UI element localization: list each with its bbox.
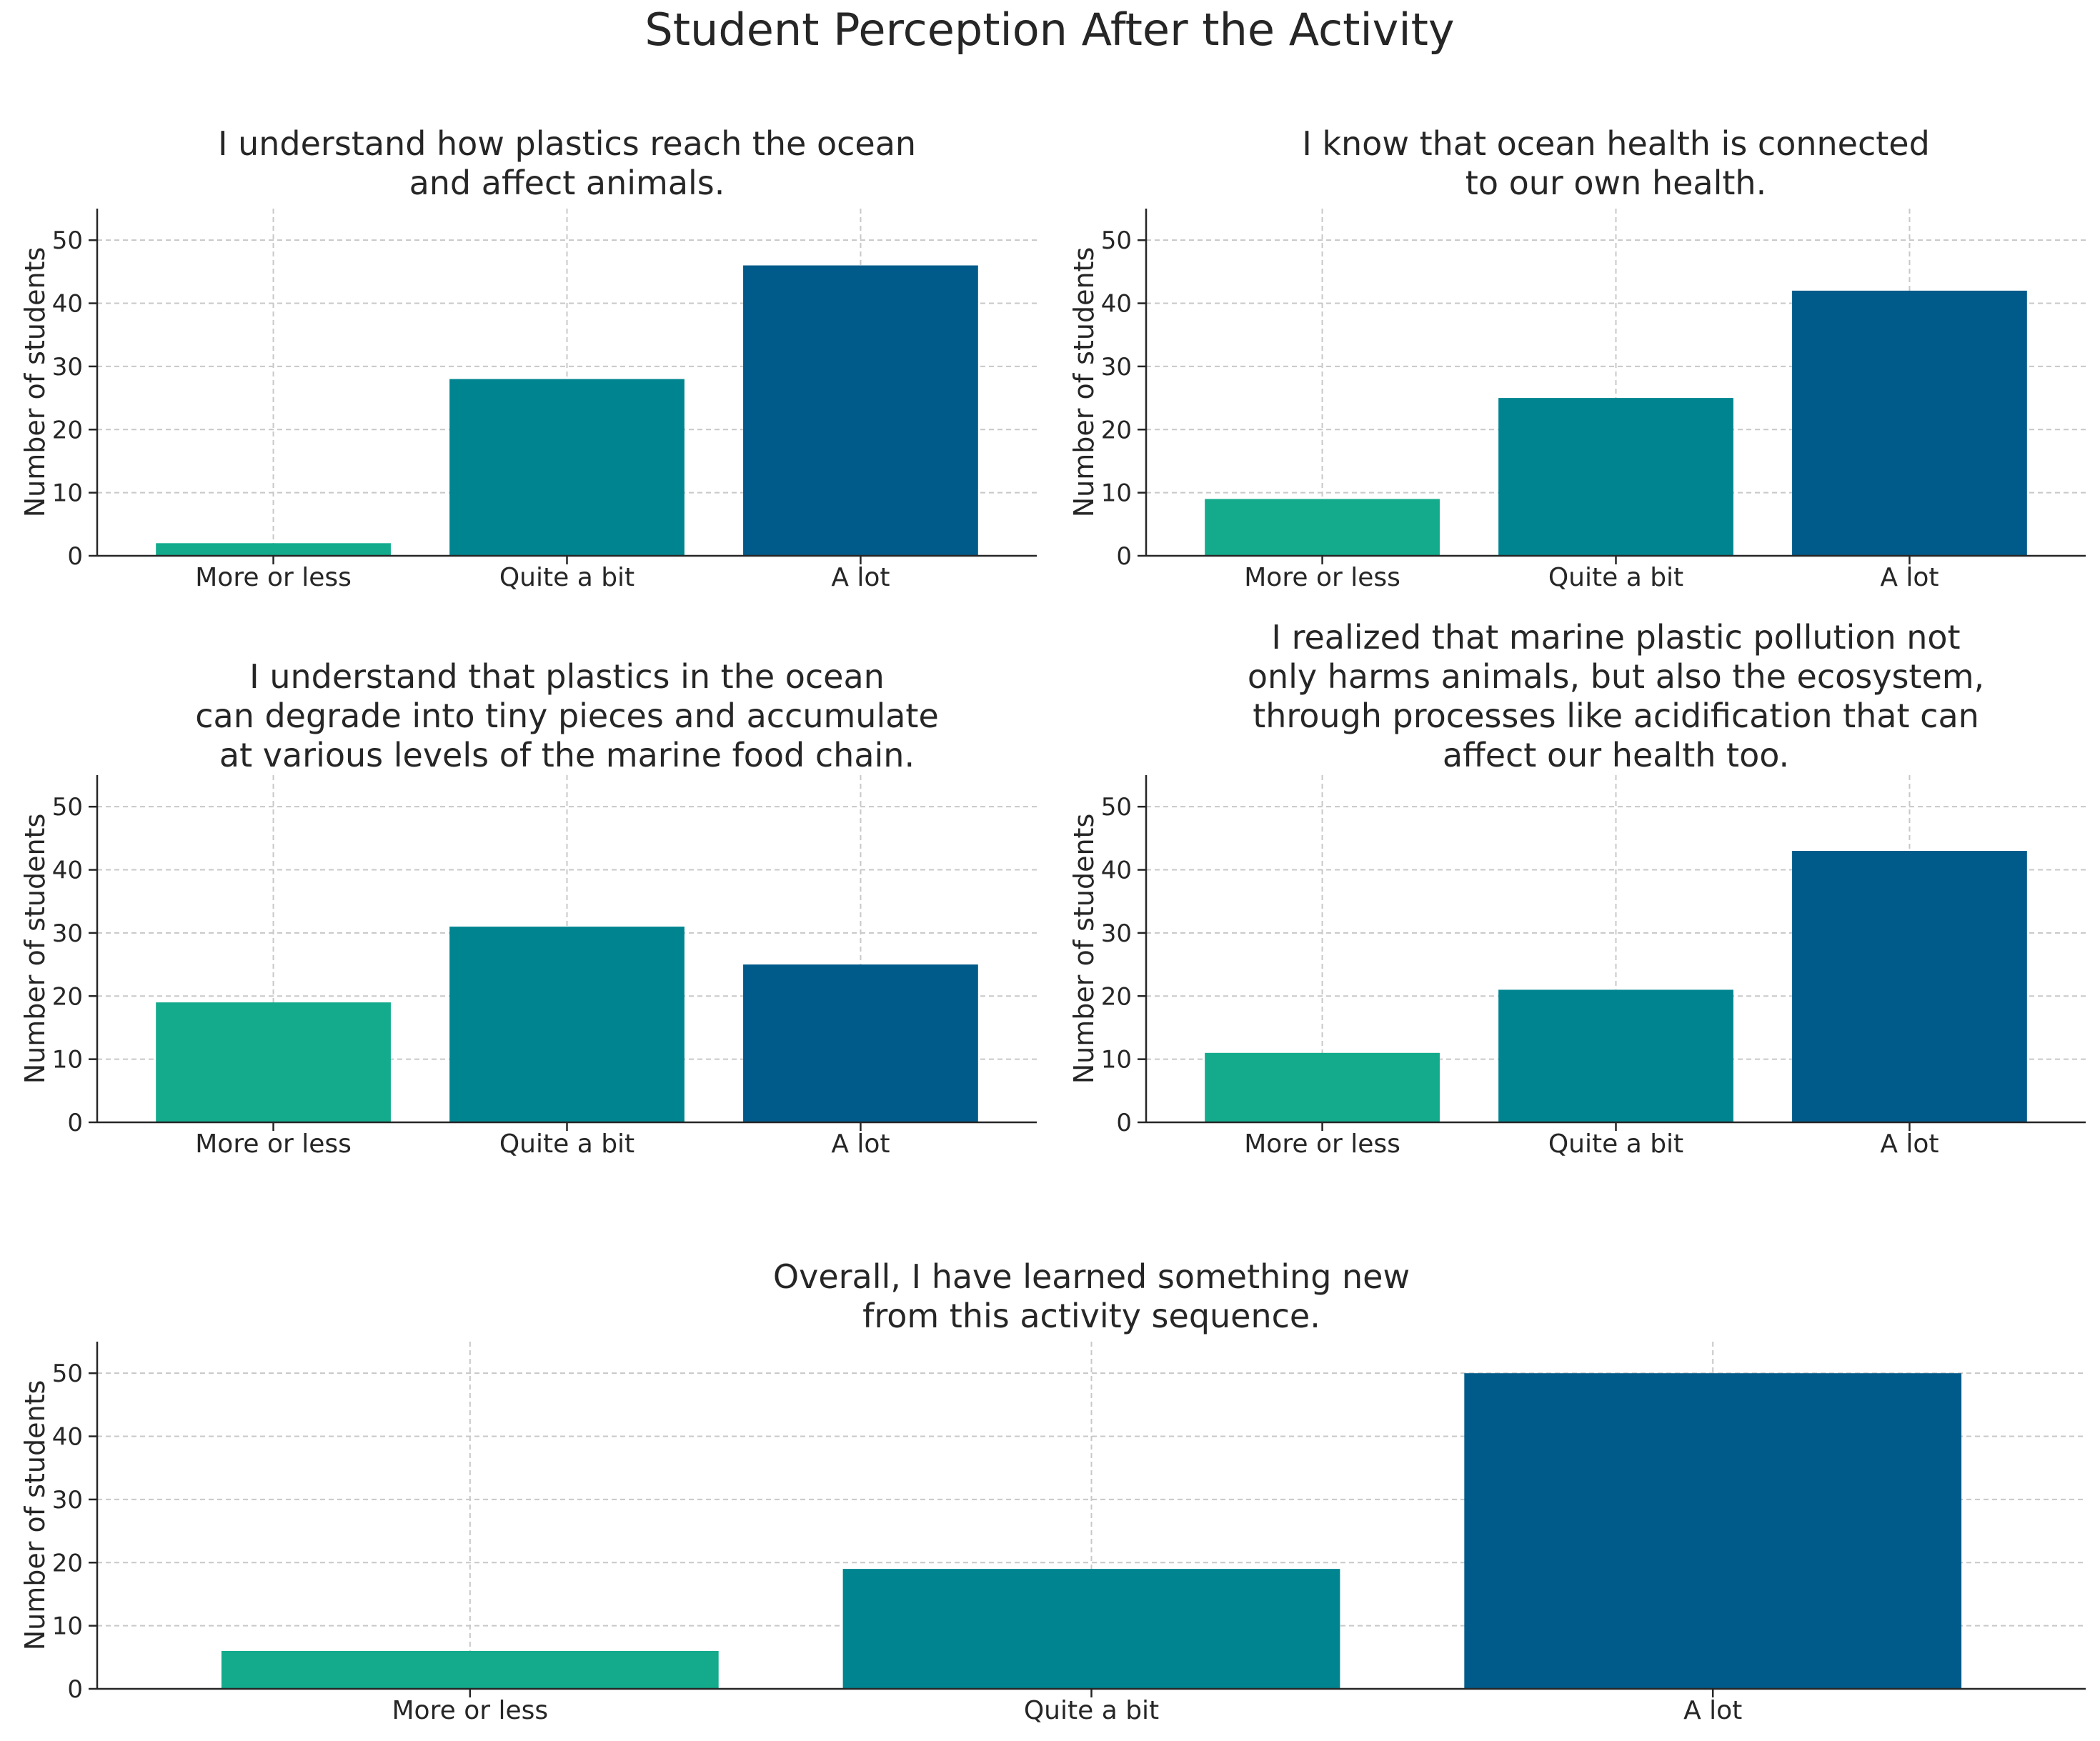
x-tick-label: A lot — [1683, 1696, 1742, 1725]
y-tick-label: 50 — [1101, 793, 1132, 822]
x-tick-label: A lot — [1880, 1129, 1939, 1159]
x-tick-label: More or less — [1244, 1129, 1400, 1159]
x-tick-label: Quite a bit — [1024, 1696, 1159, 1725]
y-tick-label: 10 — [1101, 1046, 1132, 1074]
chart-panel-3: 0 10 20 30 40 50 More or less Quite a bit A lot N… — [19, 657, 1037, 1159]
y-tick-label: 50 — [52, 793, 83, 822]
bar-a-lot — [1792, 851, 2027, 1122]
chart-title-line: at various levels of the marine food cha… — [219, 736, 915, 774]
chart-title-line: I understand that plastics in the ocean — [249, 657, 885, 696]
bar-more-or-less — [1205, 499, 1440, 556]
chart-title-line: I realized that marine plastic pollution… — [1271, 618, 1960, 657]
y-tick-label: 0 — [67, 1675, 83, 1704]
x-tick-label: Quite a bit — [1548, 563, 1683, 592]
x-tick-label: Quite a bit — [499, 1129, 635, 1159]
y-tick-label: 30 — [1101, 353, 1132, 381]
y-axis-label: Number of students — [19, 247, 51, 518]
y-tick-label: 10 — [52, 479, 83, 508]
charts: 0 10 20 30 40 50 More or less Quite a bit A lot N… — [19, 124, 2086, 1725]
y-tick-label: 20 — [52, 416, 83, 444]
y-tick-label: 50 — [52, 1360, 83, 1388]
bar-quite-a-bit — [1498, 989, 1733, 1122]
y-tick-label: 20 — [1101, 416, 1132, 444]
x-tick-label: More or less — [195, 1129, 352, 1159]
chart-title-line: through processes like acidification tha… — [1253, 697, 1979, 735]
x-tick-label: A lot — [831, 563, 890, 592]
x-tick-label: Quite a bit — [499, 563, 635, 592]
x-tick-label: A lot — [831, 1129, 890, 1159]
y-tick-label: 50 — [52, 226, 83, 255]
y-axis-label: Number of students — [1068, 814, 1100, 1084]
bar-quite-a-bit — [449, 927, 685, 1122]
bar-quite-a-bit — [1498, 398, 1733, 556]
bar-quite-a-bit — [842, 1569, 1340, 1689]
y-tick-label: 20 — [1101, 982, 1132, 1011]
bar-more-or-less — [221, 1650, 719, 1689]
bar-more-or-less — [156, 1002, 391, 1122]
bar-more-or-less — [156, 543, 391, 556]
chart-title-line: from this activity sequence. — [862, 1297, 1320, 1335]
y-tick-label: 40 — [52, 1423, 83, 1452]
x-tick-label: A lot — [1880, 563, 1939, 592]
y-tick-label: 50 — [1101, 226, 1132, 255]
chart-title-line: I know that ocean health is connected — [1302, 124, 1930, 163]
chart-panel-2: 0 10 20 30 40 50 More or less Quite a bit A lot N… — [1068, 124, 2086, 592]
bar-a-lot — [1464, 1373, 1962, 1689]
y-tick-label: 40 — [52, 290, 83, 319]
bar-quite-a-bit — [449, 379, 685, 556]
y-tick-label: 20 — [52, 982, 83, 1011]
bar-a-lot — [1792, 290, 2027, 556]
bar-a-lot — [743, 265, 978, 556]
bar-a-lot — [743, 964, 978, 1122]
y-tick-label: 0 — [67, 542, 83, 571]
bar-more-or-less — [1205, 1052, 1440, 1122]
x-tick-label: More or less — [392, 1696, 549, 1725]
y-tick-label: 30 — [52, 919, 83, 948]
y-axis-label: Number of students — [19, 1380, 51, 1651]
chart-title: I understand how plastics reach the ocea… — [218, 124, 916, 202]
chart-title-line: only harms animals, but also the ecosyst… — [1248, 657, 1984, 696]
y-tick-label: 40 — [1101, 290, 1132, 319]
x-tick-label: More or less — [1244, 563, 1400, 592]
chart-title: Overall, I have learned something new fro… — [773, 1257, 1410, 1335]
figure-title: Student Perception After the Activity — [645, 4, 1454, 56]
y-tick-label: 30 — [1101, 919, 1132, 948]
y-tick-label: 10 — [1101, 479, 1132, 508]
y-tick-label: 0 — [1116, 1109, 1132, 1137]
chart-title: I understand that plastics in the ocean c… — [195, 657, 939, 774]
chart-panel-1: 0 10 20 30 40 50 More or less Quite a bit A lot N… — [19, 124, 1037, 592]
y-tick-label: 10 — [52, 1612, 83, 1641]
y-tick-label: 30 — [52, 1486, 83, 1515]
chart-title-line: to our own health. — [1465, 164, 1766, 202]
chart-title-line: can degrade into tiny pieces and accumul… — [195, 697, 939, 735]
chart-title: I know that ocean health is connected to … — [1302, 124, 1930, 202]
chart-panel-5: 0 10 20 30 40 50 More or less Quite a bit A lot N… — [19, 1257, 2086, 1725]
x-tick-label: More or less — [195, 563, 352, 592]
chart-title-line: affect our health too. — [1443, 736, 1789, 774]
y-axis-label: Number of students — [19, 814, 51, 1084]
y-tick-label: 20 — [52, 1549, 83, 1577]
chart-panel-4: 0 10 20 30 40 50 More or less Quite a bit A lot N… — [1068, 618, 2086, 1159]
chart-title: I realized that marine plastic pollution… — [1248, 618, 1984, 774]
y-tick-label: 30 — [52, 353, 83, 381]
y-tick-label: 0 — [67, 1109, 83, 1137]
chart-title-line: I understand how plastics reach the ocea… — [218, 124, 916, 163]
y-tick-label: 10 — [52, 1046, 83, 1074]
y-tick-label: 0 — [1116, 542, 1132, 571]
chart-title-line: and affect animals. — [409, 164, 725, 202]
y-axis-label: Number of students — [1068, 247, 1100, 518]
y-tick-label: 40 — [52, 857, 83, 885]
x-tick-label: Quite a bit — [1548, 1129, 1683, 1159]
y-tick-label: 40 — [1101, 857, 1132, 885]
chart-title-line: Overall, I have learned something new — [773, 1257, 1410, 1296]
